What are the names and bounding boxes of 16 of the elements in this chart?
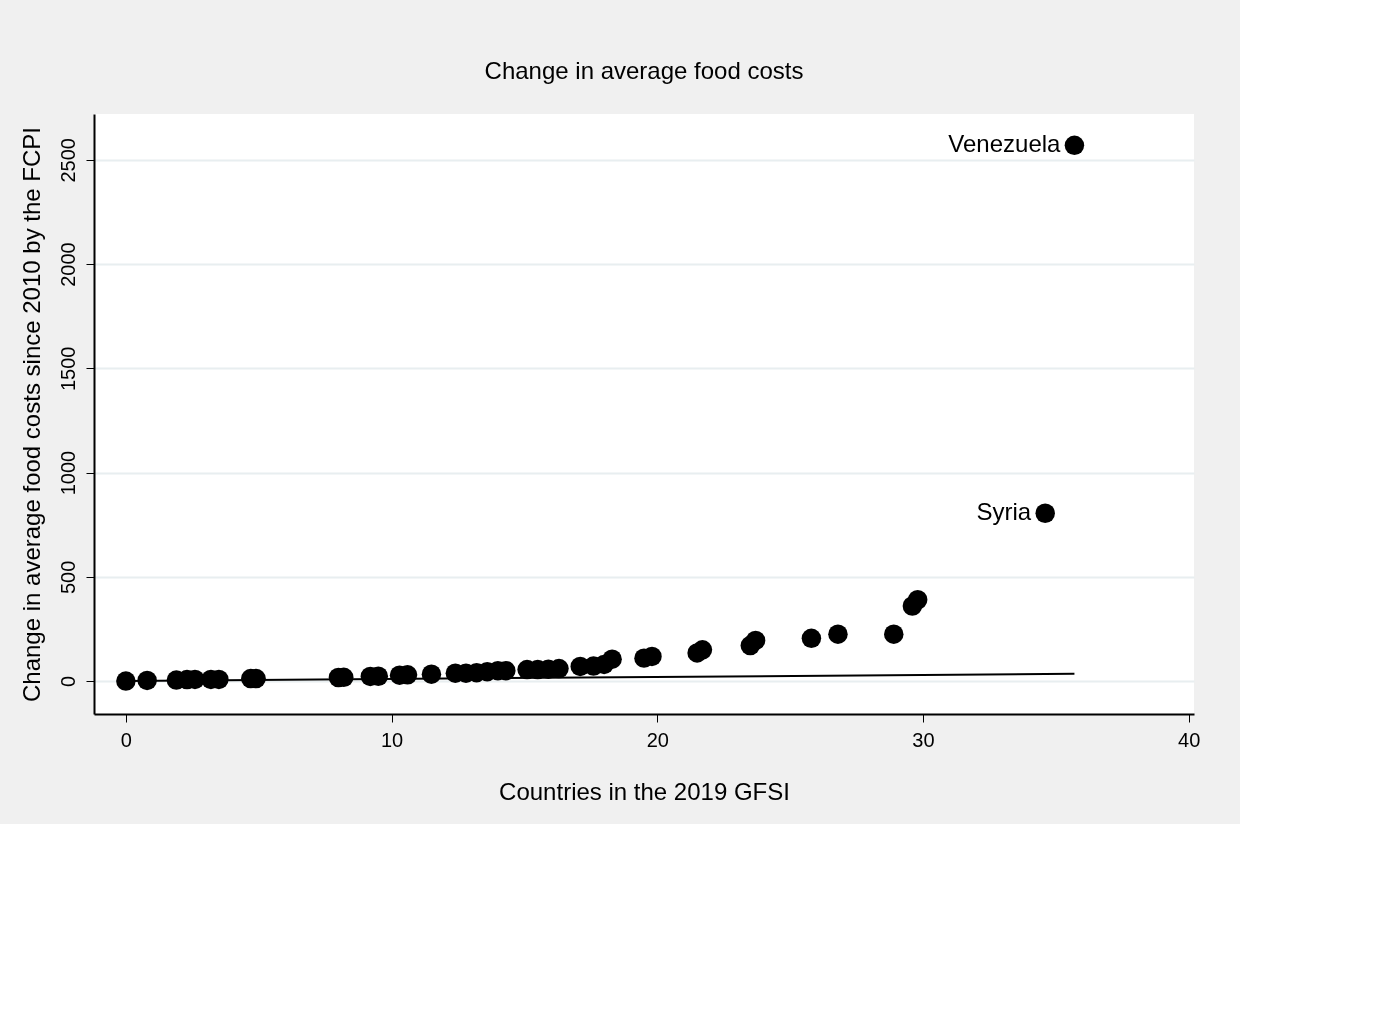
- annotation: Syria: [976, 498, 1032, 526]
- y-tick-label: 500: [56, 560, 79, 595]
- y-tick-label: 0: [56, 676, 79, 688]
- y-axis-title: Change in average food costs since 2010 by the FCPI: [17, 126, 45, 703]
- y-tick-label: 2500: [56, 138, 79, 183]
- y-tick-label: 2000: [56, 242, 79, 287]
- x-tick-label: 20: [646, 728, 669, 751]
- x-tick-label: 40: [1178, 728, 1201, 751]
- x-tick-label: 10: [380, 728, 404, 751]
- x-axis-title: Countries in the 2019 GFSI: [499, 777, 790, 805]
- y-tick-label: 1000: [56, 450, 79, 496]
- chart-title: Change in average food costs: [484, 57, 804, 84]
- x-tick-label: 0: [120, 728, 132, 751]
- annotation: Venezuela: [948, 130, 1062, 158]
- x-tick-label: 30: [912, 728, 935, 751]
- y-tick-label: 1500: [56, 346, 79, 392]
